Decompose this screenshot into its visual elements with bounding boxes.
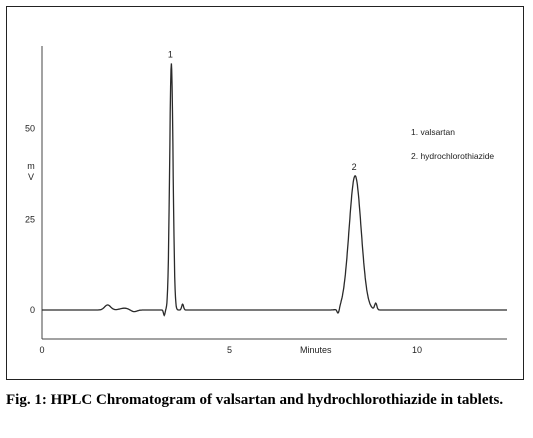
y-axis-label-v: V — [28, 172, 34, 182]
x-axis-label: Minutes — [300, 345, 332, 355]
peak-label-2: 2 — [352, 162, 357, 172]
figure-caption: Fig. 1: HPLC Chromatogram of valsartan a… — [6, 392, 504, 408]
legend-entry-2: 2. hydrochlorothiazide — [411, 151, 494, 161]
tick-group: 0 25 50 0 5 10 — [25, 124, 422, 355]
y-tick-label: 0 — [30, 305, 35, 315]
chromatogram-trace — [42, 63, 507, 317]
y-tick-label: 50 — [25, 124, 35, 134]
y-axis-label-m: m — [27, 161, 35, 171]
x-tick-label: 10 — [412, 345, 422, 355]
legend: 1. valsartan 2. hydrochlorothiazide — [411, 127, 494, 161]
y-tick-label: 25 — [25, 214, 35, 224]
legend-entry-1: 1. valsartan — [411, 127, 455, 137]
y-axis-label: m V — [27, 161, 35, 182]
x-tick-label: 5 — [227, 345, 232, 355]
peak-label-group: 12 — [168, 49, 357, 171]
x-tick-label: 0 — [39, 345, 44, 355]
peak-label-1: 1 — [168, 49, 173, 59]
